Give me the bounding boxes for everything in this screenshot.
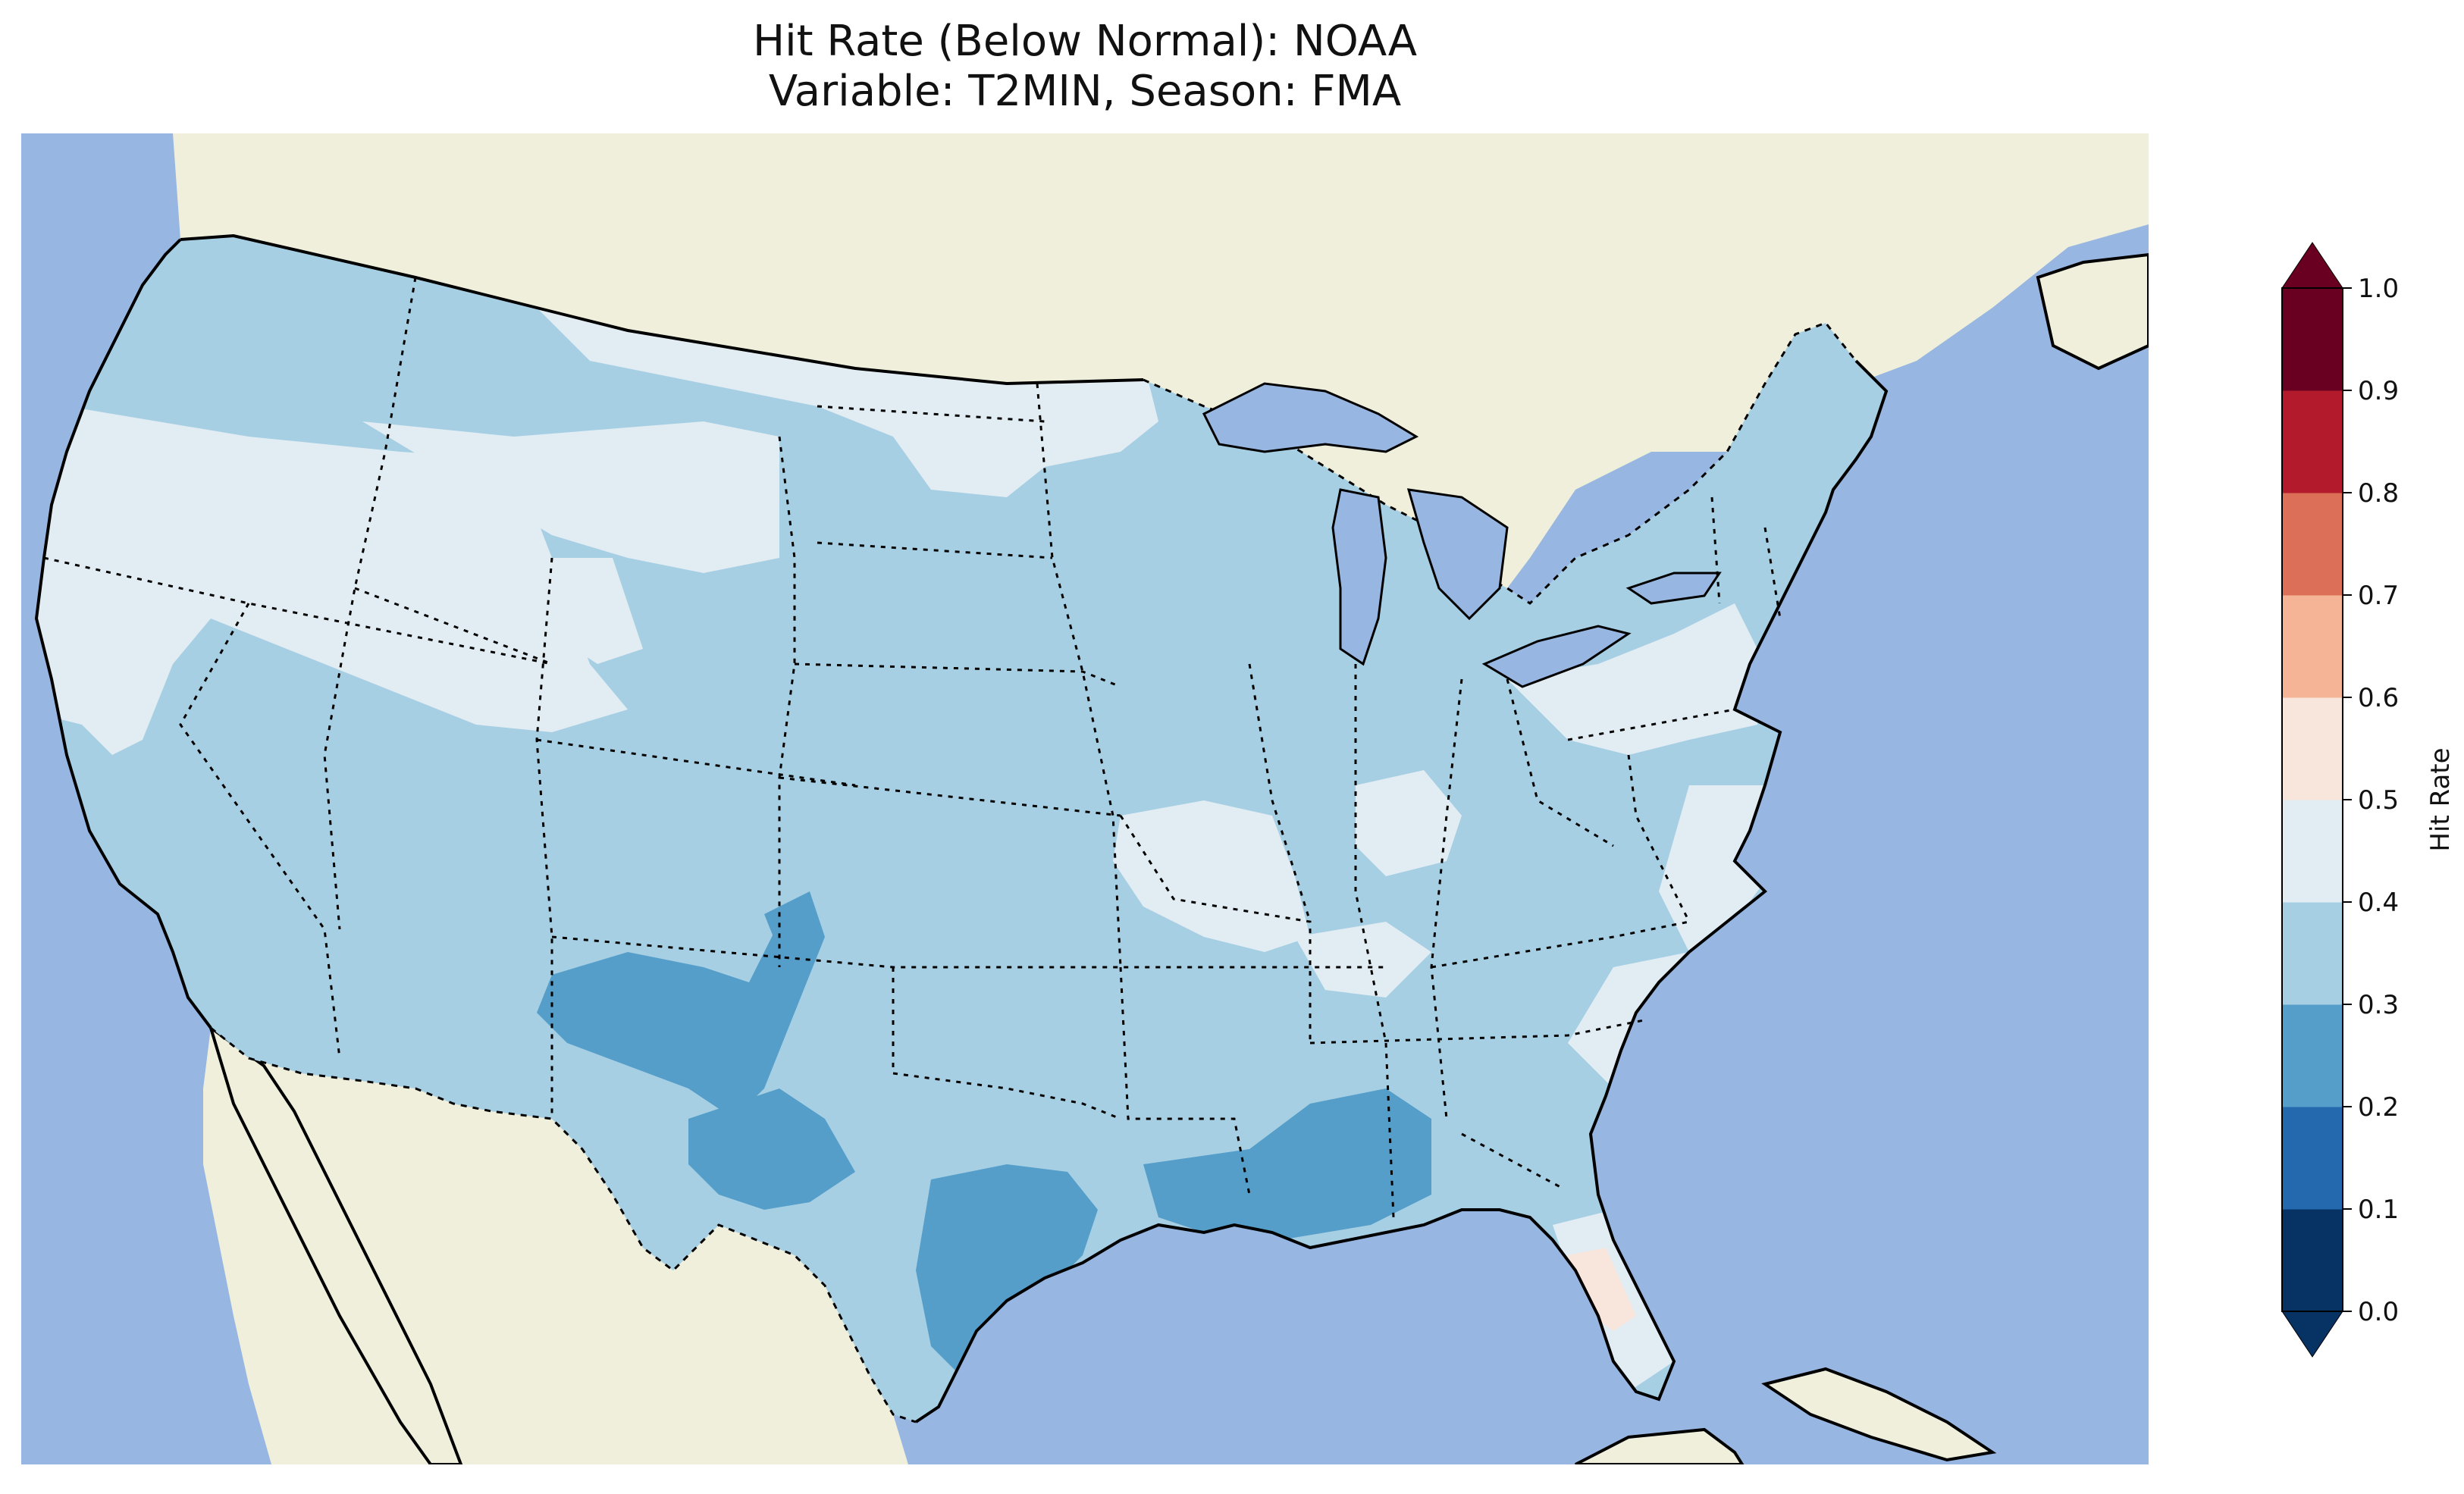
lake-huron [1406,488,1509,621]
title-line-2: Variable: T2MIN, Season: FMA [768,67,1402,116]
colorbar-tick-label: 0.6 [2358,683,2399,713]
colorbar-swatches [2282,288,2343,1312]
canada-border [1143,321,1857,605]
colorbar-tick-label: 0.3 [2358,990,2399,1020]
colorbar-tick-label: 1.0 [2358,274,2399,304]
colorbar-tick-label: 0.2 [2358,1092,2399,1123]
colorbar-swatch-7 [2282,493,2343,596]
lake-erie [1481,625,1632,688]
chart-title: Hit Rate (Below Normal): NOAA Variable: … [21,17,2149,117]
colorbar-swatch-0 [2282,1209,2343,1312]
great-lakes [1202,382,1722,688]
state-borders [43,277,1782,1218]
colorbar-tick-label: 0.9 [2358,376,2399,406]
atlantic-canada-land [2036,252,2149,371]
baja-land [208,1023,463,1464]
hit-rate-map [21,133,2149,1464]
colorbar-tick-label: 0.8 [2358,478,2399,509]
colorbar-swatch-2 [2282,1004,2343,1107]
colorbar-extend-max [2281,242,2343,289]
canada-land [173,133,2149,588]
colorbar-tick-label: 0.0 [2358,1297,2399,1327]
cuba-land [1761,1367,1997,1462]
colorbar-swatch-8 [2282,390,2343,493]
colorbar-tick-label: 0.1 [2358,1195,2399,1225]
colorbar-swatch-1 [2282,1107,2343,1210]
yucatan-land [1575,1427,1745,1464]
conus-coastline [34,233,1889,1424]
lake-superior [1202,382,1419,453]
colorbar-tick-label: 0.5 [2358,785,2399,816]
colorbar-label: Hit Rate [2425,747,2456,851]
colorbar-ticks: 0.0 0.1 0.2 0.3 0.4 0.5 0.6 0.7 0.8 0.9 1.0 [2343,274,2399,1327]
lake-michigan [1331,488,1387,666]
title-line-1: Hit Rate (Below Normal): NOAA [752,17,1418,66]
colorbar-extend-min [2281,1311,2343,1358]
colorbar-swatch-4 [2282,800,2343,903]
colorbar-tick-label: 0.7 [2358,581,2399,611]
colorbar-swatch-9 [2282,288,2343,391]
lake-ontario [1625,572,1722,605]
colorbar-swatch-6 [2282,595,2343,698]
colorbar-tick-label: 0.4 [2358,888,2399,918]
mexico-border [210,1026,917,1424]
colorbar: 0.0 0.1 0.2 0.3 0.4 0.5 0.6 0.7 0.8 0.9 1.0 Hit Ra… [2281,242,2456,1358]
colorbar-swatch-3 [2282,902,2343,1005]
colorbar-swatch-5 [2282,697,2343,800]
